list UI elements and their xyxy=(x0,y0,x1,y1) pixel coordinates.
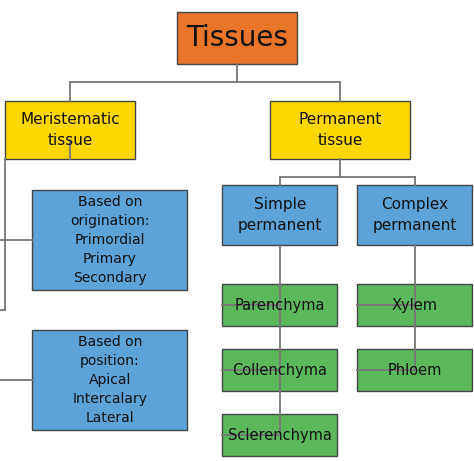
Text: Permanent
tissue: Permanent tissue xyxy=(298,112,382,148)
Text: Phloem: Phloem xyxy=(388,362,442,378)
Text: Meristematic
tissue: Meristematic tissue xyxy=(20,112,120,148)
FancyBboxPatch shape xyxy=(357,349,473,391)
FancyBboxPatch shape xyxy=(5,101,135,159)
FancyBboxPatch shape xyxy=(357,284,473,326)
FancyBboxPatch shape xyxy=(222,185,337,245)
Text: Collenchyma: Collenchyma xyxy=(233,362,328,378)
Text: Xylem: Xylem xyxy=(392,297,438,313)
FancyBboxPatch shape xyxy=(177,12,297,64)
Text: Sclerenchyma: Sclerenchyma xyxy=(228,427,332,443)
Text: Based on
origination:
Primordial
Primary
Secondary: Based on origination: Primordial Primary… xyxy=(70,195,150,285)
FancyBboxPatch shape xyxy=(222,414,337,456)
FancyBboxPatch shape xyxy=(222,349,337,391)
FancyBboxPatch shape xyxy=(270,101,410,159)
FancyBboxPatch shape xyxy=(357,185,473,245)
FancyBboxPatch shape xyxy=(33,330,188,430)
FancyBboxPatch shape xyxy=(33,190,188,290)
Text: Tissues: Tissues xyxy=(186,24,288,52)
Text: Based on
position:
Apical
Intercalary
Lateral: Based on position: Apical Intercalary La… xyxy=(73,335,147,425)
Text: Parenchyma: Parenchyma xyxy=(235,297,325,313)
Text: Complex
permanent: Complex permanent xyxy=(373,197,457,233)
FancyBboxPatch shape xyxy=(222,284,337,326)
Text: Simple
permanent: Simple permanent xyxy=(238,197,322,233)
